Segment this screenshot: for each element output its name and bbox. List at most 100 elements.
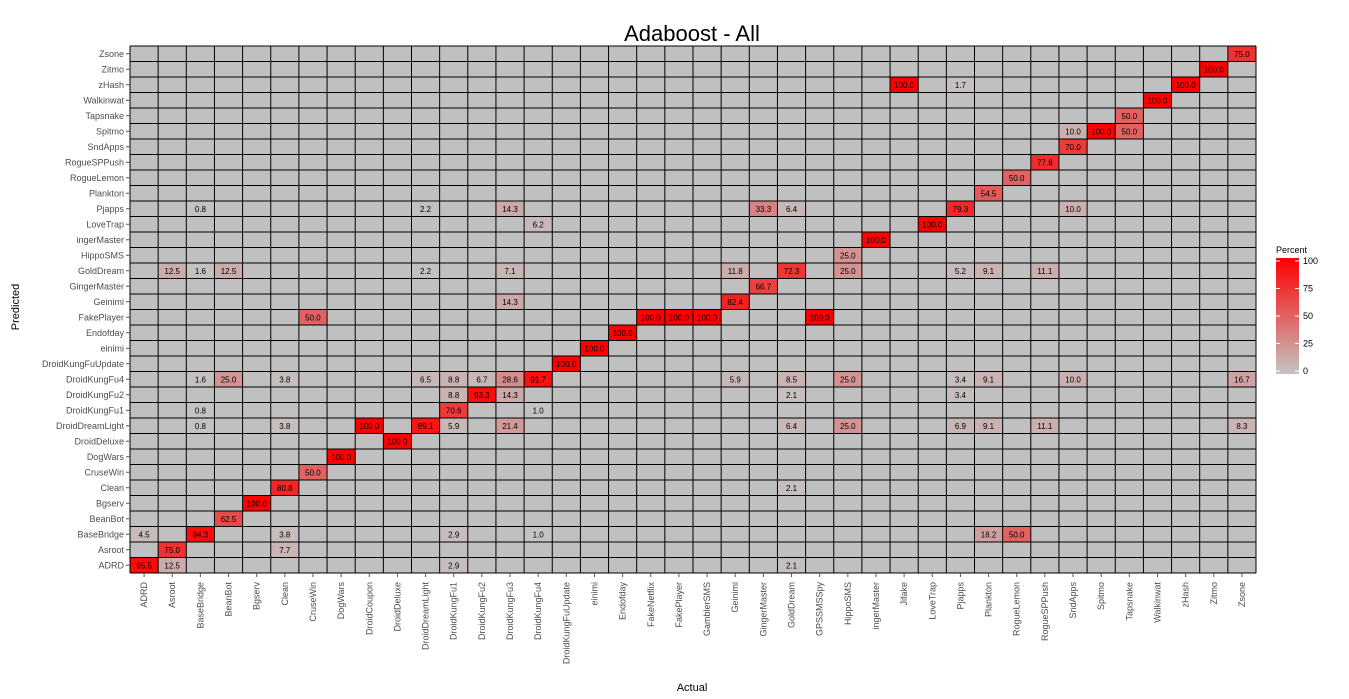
x-tick-label: GPSSMSSpy: [815, 582, 825, 637]
cell-value-label: 100.0: [669, 313, 690, 322]
cell-value-label: 100.0: [1091, 127, 1112, 136]
x-tick-label: Zsone: [1237, 582, 1247, 607]
y-tick-label: DogWars: [87, 452, 125, 462]
heatmap-cell: [777, 371, 806, 387]
y-tick-label: Spitmo: [96, 126, 124, 136]
chart-title: Adaboost - All: [624, 21, 760, 46]
cell-value-label: 11.8: [728, 267, 744, 276]
cell-value-label: 100.0: [613, 329, 634, 338]
x-tick-label: Bgserv: [252, 582, 262, 611]
y-tick-label: DroidKungFu1: [66, 405, 124, 415]
y-tick-label: Bgserv: [96, 498, 125, 508]
legend-title: Percent: [1276, 245, 1308, 255]
heatmap-cell: [270, 480, 299, 496]
cell-value-label: 8.3: [1236, 422, 1248, 431]
heatmap-cell: [298, 464, 328, 480]
x-tick-label: Plankton: [984, 582, 994, 617]
y-tick-label: SndApps: [87, 142, 124, 152]
heatmap-cell: [270, 526, 299, 542]
heatmap-cell: [186, 201, 215, 217]
y-tick-label: Walkinwat: [83, 95, 124, 105]
cell-value-label: 8.5: [786, 375, 798, 384]
heatmap-cell: [214, 263, 243, 279]
heatmap-cell: [1227, 371, 1256, 387]
heatmap-cell: [749, 278, 778, 294]
heatmap-cell: [383, 433, 412, 449]
heatmap-cell: [946, 387, 975, 403]
cell-value-label: 2.1: [786, 391, 798, 400]
cell-value-label: 77.8: [1037, 158, 1053, 167]
heatmap-cell: [861, 232, 891, 248]
heatmap-cell: [495, 294, 525, 310]
heatmap-cell: [636, 309, 665, 325]
legend-tick-label: 75: [1303, 284, 1313, 294]
heatmap-cell: [467, 371, 496, 387]
heatmap-cell: [1227, 46, 1256, 62]
heatmap-cell: [158, 263, 187, 279]
cell-value-label: 1.0: [533, 530, 545, 539]
cell-value-label: 2.2: [420, 267, 432, 276]
y-tick-label: Clean: [100, 483, 124, 493]
cell-value-label: 100.0: [894, 81, 915, 90]
heatmap-cell: [524, 402, 553, 418]
heatmap-cell: [946, 263, 975, 279]
heatmap-cell: [946, 77, 975, 93]
y-tick-label: zHash: [98, 80, 124, 90]
x-tick-label: DroidDeluxe: [392, 582, 402, 632]
heatmap-cell: [439, 387, 468, 403]
heatmap-cell: [158, 542, 187, 558]
heatmap-cell: [158, 557, 187, 573]
y-tick-label: Tapsnake: [85, 111, 124, 121]
heatmap-cell: [974, 263, 1003, 279]
heatmap-cell: [946, 371, 975, 387]
heatmap-cell: [1030, 263, 1059, 279]
heatmap-cell: [777, 201, 806, 217]
y-tick-label: Endofday: [86, 328, 125, 338]
y-tick-label: DroidKungFu2: [66, 390, 124, 400]
y-tick-label: FakePlayer: [78, 312, 124, 322]
cell-value-label: 9.1: [983, 375, 995, 384]
heatmap-cell: [777, 480, 806, 496]
cell-value-label: 10.0: [1065, 375, 1081, 384]
x-tick-label: Asroot: [167, 582, 177, 609]
x-tick-label: DroidKungFu4: [533, 582, 543, 640]
x-tick-label: Walkinwat: [1152, 582, 1162, 623]
cell-value-label: 2.1: [786, 484, 798, 493]
x-tick-label: BaseBridge: [195, 582, 205, 629]
heatmap-cell: [890, 77, 919, 93]
heatmap-cell: [974, 371, 1003, 387]
heatmap-cell: [721, 263, 750, 279]
legend-ticks: 0 25 50 75 100: [1276, 256, 1318, 376]
y-tick-label: Zitmo: [102, 64, 125, 74]
heatmap-cell: [130, 526, 159, 542]
x-tick-label: ADRD: [139, 582, 149, 608]
heatmap-cell: [777, 557, 806, 573]
y-tick-label: GingerMaster: [69, 281, 124, 291]
cell-value-label: 2.9: [448, 561, 460, 570]
heatmap-cell: [1058, 371, 1088, 387]
y-tick-label: ADRD: [98, 560, 124, 570]
heatmap-cell: [580, 340, 609, 356]
x-tick-label: Pjapps: [955, 582, 965, 610]
legend-tick-label: 0: [1303, 366, 1308, 376]
heatmap-cell: [1115, 123, 1144, 139]
y-tick-label: HippoSMS: [81, 250, 124, 260]
y-tick-label: ingerMaster: [76, 235, 124, 245]
cell-value-label: 14.3: [502, 298, 518, 307]
heatmap-cell: [495, 387, 525, 403]
cell-value-label: 100.0: [584, 344, 605, 353]
cell-value-label: 2.9: [448, 530, 460, 539]
cell-value-label: 7.7: [279, 546, 291, 555]
heatmap-cell: [693, 309, 722, 325]
heatmap-cell: [524, 216, 553, 232]
cell-value-label: 12.5: [164, 561, 180, 570]
cell-value-label: 5.2: [955, 267, 967, 276]
y-tick-label: einimi: [100, 343, 124, 353]
cell-value-label: 2.1: [786, 561, 798, 570]
cell-value-label: 16.7: [1234, 375, 1250, 384]
cell-value-label: 4.5: [139, 530, 151, 539]
heatmap-cell: [439, 557, 468, 573]
cell-value-label: 89.1: [418, 422, 434, 431]
heatmap-cell: [1199, 61, 1228, 77]
